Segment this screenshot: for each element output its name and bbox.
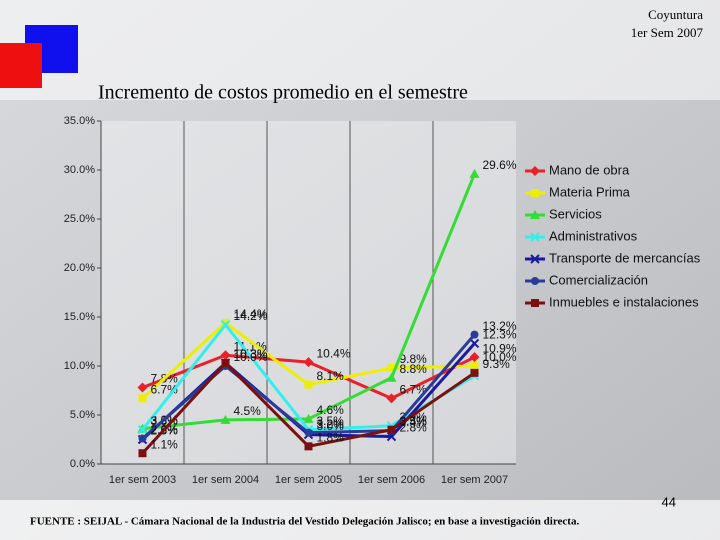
marker: [386, 431, 397, 442]
x-tick-label: 1er sem 2007: [441, 474, 508, 486]
plot-area: [101, 121, 516, 464]
data-label: 10.0%: [234, 350, 268, 364]
x-tick-label: 1er sem 2006: [358, 474, 425, 486]
data-label: 4.5%: [234, 404, 262, 418]
marker: [138, 434, 147, 443]
header-line: Coyuntura: [648, 7, 703, 22]
marker: [304, 428, 313, 437]
legend-label: Inmuebles e instalaciones: [549, 294, 699, 309]
marker: [220, 414, 231, 424]
legend-label: Mano de obra: [549, 162, 630, 177]
data-label: 1.8%: [317, 431, 345, 445]
data-label: 8.1%: [317, 369, 345, 383]
data-label: 3.5%: [317, 414, 345, 428]
marker: [387, 363, 396, 372]
marker: [387, 425, 396, 434]
marker: [137, 424, 148, 435]
marker: [530, 232, 540, 242]
marker: [531, 189, 539, 197]
marker: [303, 357, 314, 368]
footer-band: [0, 500, 720, 540]
marker: [220, 320, 231, 330]
x-tick-label: 1er sem 2003: [109, 474, 176, 486]
data-label: 2.8%: [400, 421, 428, 435]
marker: [137, 382, 148, 393]
y-tick-label: 15.0%: [64, 311, 95, 323]
y-tick-label: 25.0%: [64, 213, 95, 225]
marker: [470, 330, 479, 339]
marker: [470, 362, 479, 370]
data-label: 12.3%: [483, 328, 517, 342]
marker: [304, 442, 313, 451]
data-label: 8.8%: [400, 362, 428, 376]
marker: [530, 210, 540, 219]
data-label: 10.3%: [234, 347, 268, 361]
marker: [470, 368, 479, 377]
y-tick-label: 30.0%: [64, 164, 95, 176]
legend-label: Administrativos: [549, 228, 638, 243]
marker: [220, 350, 231, 361]
legend-label: Servicios: [549, 206, 602, 221]
page-number: 44: [662, 494, 676, 509]
marker: [531, 277, 539, 285]
marker: [530, 254, 540, 264]
data-label: 10.9%: [483, 341, 517, 355]
marker: [138, 394, 147, 403]
legend-label: Comercialización: [549, 272, 648, 287]
data-label: 10.4%: [317, 346, 351, 360]
y-tick-label: 20.0%: [64, 262, 95, 274]
data-label: 10.0%: [483, 350, 517, 364]
data-label: 1.1%: [151, 437, 179, 451]
header-band: [0, 0, 720, 100]
y-tick-label: 10.0%: [64, 360, 95, 372]
data-label: 14.4%: [234, 307, 268, 321]
data-label: 3.0%: [317, 419, 345, 433]
data-label: 13.2%: [483, 319, 517, 333]
footer: FUENTE : SEIJAL - Cámara Nacional de la …: [30, 516, 579, 528]
marker: [386, 372, 397, 382]
marker: [138, 449, 147, 458]
data-label: 6.7%: [400, 383, 428, 397]
marker: [469, 168, 480, 178]
marker: [221, 359, 230, 368]
legend-label: Transporte de mercancías: [549, 250, 701, 265]
marker: [303, 413, 314, 423]
y-tick-label: 5.0%: [70, 409, 95, 421]
data-label: 11.1%: [234, 339, 267, 353]
data-label: 10.3%: [234, 347, 268, 361]
data-label: 4.6%: [317, 403, 345, 417]
chart-title: Incremento de costos promedio en el seme…: [98, 82, 468, 104]
marker: [531, 299, 539, 307]
data-label: 3.5%: [400, 414, 428, 428]
red-square: [0, 43, 42, 88]
header-line: 1er Sem 2007: [631, 25, 704, 40]
data-label: 9.3%: [483, 357, 511, 371]
x-tick-label: 1er sem 2005: [275, 474, 342, 486]
x-tick-label: 1er sem 2004: [192, 474, 259, 486]
data-label: 29.6%: [483, 158, 517, 172]
marker: [469, 352, 480, 363]
data-label: 14.2%: [234, 309, 268, 323]
data-label: 9.8%: [400, 352, 428, 366]
y-tick-label: 35.0%: [64, 115, 95, 127]
marker: [530, 166, 540, 176]
marker: [469, 338, 480, 349]
marker: [386, 393, 397, 404]
legend-label: Materia Prima: [549, 184, 631, 199]
marker: [304, 380, 313, 389]
y-tick-label: 0.0%: [70, 458, 95, 470]
data-label: 3.2%: [317, 417, 345, 431]
